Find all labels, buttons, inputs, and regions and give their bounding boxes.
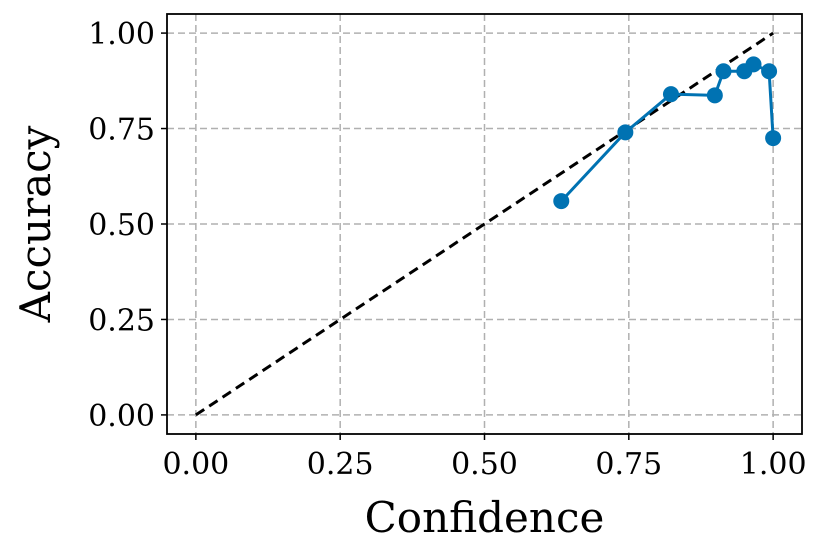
y-tick-label: 0.75 bbox=[88, 113, 155, 148]
axis-ticks bbox=[161, 32, 774, 440]
x-tick-label: 0.25 bbox=[307, 447, 374, 482]
y-tick-label: 1.00 bbox=[88, 17, 155, 52]
x-axis-label: Confidence bbox=[365, 493, 605, 542]
data-point bbox=[553, 193, 570, 210]
data-point bbox=[662, 86, 679, 103]
y-tick-label: 0.25 bbox=[88, 303, 155, 338]
x-tick-labels: 0.00 0.25 0.50 0.75 1.00 bbox=[162, 447, 806, 482]
data-point bbox=[715, 63, 732, 80]
series-layer bbox=[553, 56, 782, 210]
data-point bbox=[761, 63, 778, 80]
series-line bbox=[560, 62, 775, 203]
y-tick-label: 0.00 bbox=[88, 399, 155, 434]
data-point bbox=[706, 87, 723, 104]
data-point bbox=[765, 130, 782, 147]
grid-lines bbox=[167, 14, 802, 434]
y-axis-label: Accuracy bbox=[11, 125, 60, 323]
data-point bbox=[617, 124, 634, 141]
x-tick-label: 0.75 bbox=[595, 447, 662, 482]
data-point bbox=[745, 56, 762, 73]
x-tick-label: 0.00 bbox=[162, 447, 229, 482]
x-tick-label: 1.00 bbox=[740, 447, 807, 482]
x-tick-label: 0.50 bbox=[451, 447, 518, 482]
y-tick-labels: 0.00 0.25 0.50 0.75 1.00 bbox=[88, 17, 155, 434]
y-tick-label: 0.50 bbox=[88, 208, 155, 243]
